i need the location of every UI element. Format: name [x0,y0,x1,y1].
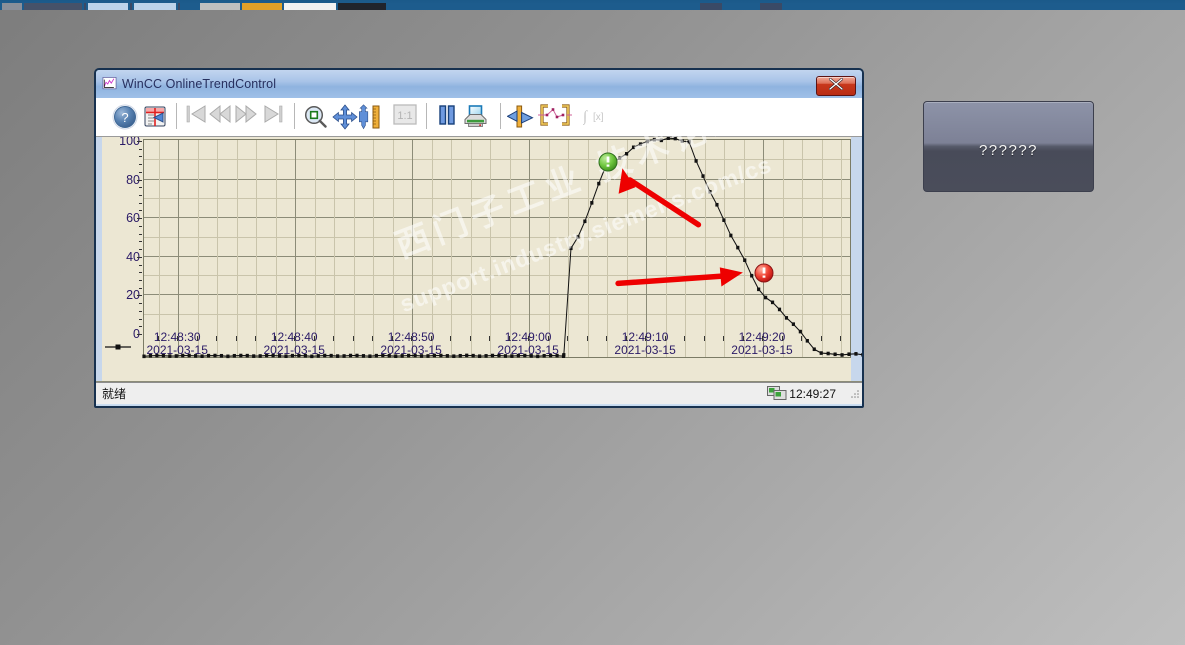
svg-text:?: ? [121,110,128,125]
svg-text:1:1: 1:1 [397,110,412,122]
svg-text:[x]: [x] [593,112,604,123]
svg-text:∫: ∫ [583,109,589,125]
